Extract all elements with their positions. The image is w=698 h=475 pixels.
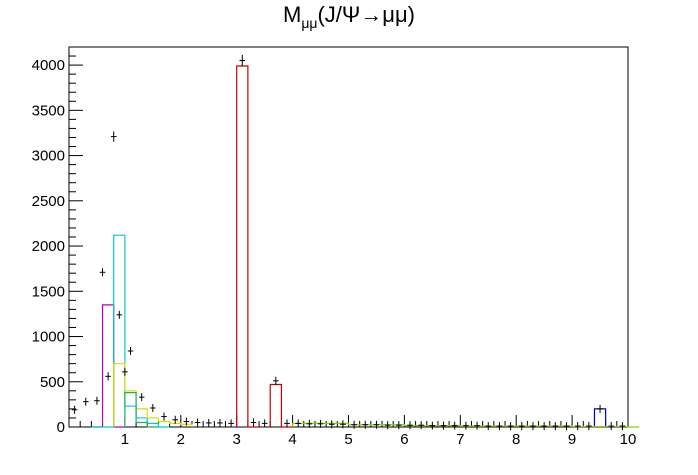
chart-title: Mμμ(J/Ψ→μμ)	[0, 2, 698, 31]
x-tick-label: 9	[568, 431, 576, 448]
y-tick-label: 500	[40, 374, 65, 391]
y-tick-label: 3000	[32, 148, 65, 165]
histogram-omega	[91, 304, 125, 428]
x-tick-label: 6	[400, 431, 408, 448]
histogram-upsilon	[593, 408, 617, 428]
title-main: M	[283, 2, 302, 27]
y-tick-label: 0	[57, 419, 65, 436]
x-tick-label: 7	[456, 431, 464, 448]
histogram-phi	[124, 392, 159, 428]
y-tick-label: 1500	[32, 283, 65, 300]
y-tick-label: 3500	[32, 102, 65, 119]
x-tick-label: 10	[620, 431, 637, 448]
y-tick-label: 2000	[32, 238, 65, 255]
x-tick-label: 1	[121, 431, 129, 448]
histogram-psi2s	[269, 383, 293, 428]
y-tick-label: 1000	[32, 329, 65, 346]
title-subscript: μμ	[301, 15, 318, 31]
title-rest: (J/Ψ→μμ)	[317, 2, 415, 27]
histogram-other	[292, 422, 640, 428]
x-tick-label: 4	[288, 431, 296, 448]
x-tick-label: 5	[344, 431, 352, 448]
histogram-jpsi	[236, 65, 260, 428]
histogram-continuum	[113, 363, 193, 427]
plot-frame	[68, 46, 629, 428]
x-tick-label: 3	[233, 431, 241, 448]
y-tick-label: 4000	[32, 57, 65, 74]
x-tick-label: 8	[512, 431, 520, 448]
y-tick-label: 2500	[32, 193, 65, 210]
x-tick-label: 2	[177, 431, 185, 448]
